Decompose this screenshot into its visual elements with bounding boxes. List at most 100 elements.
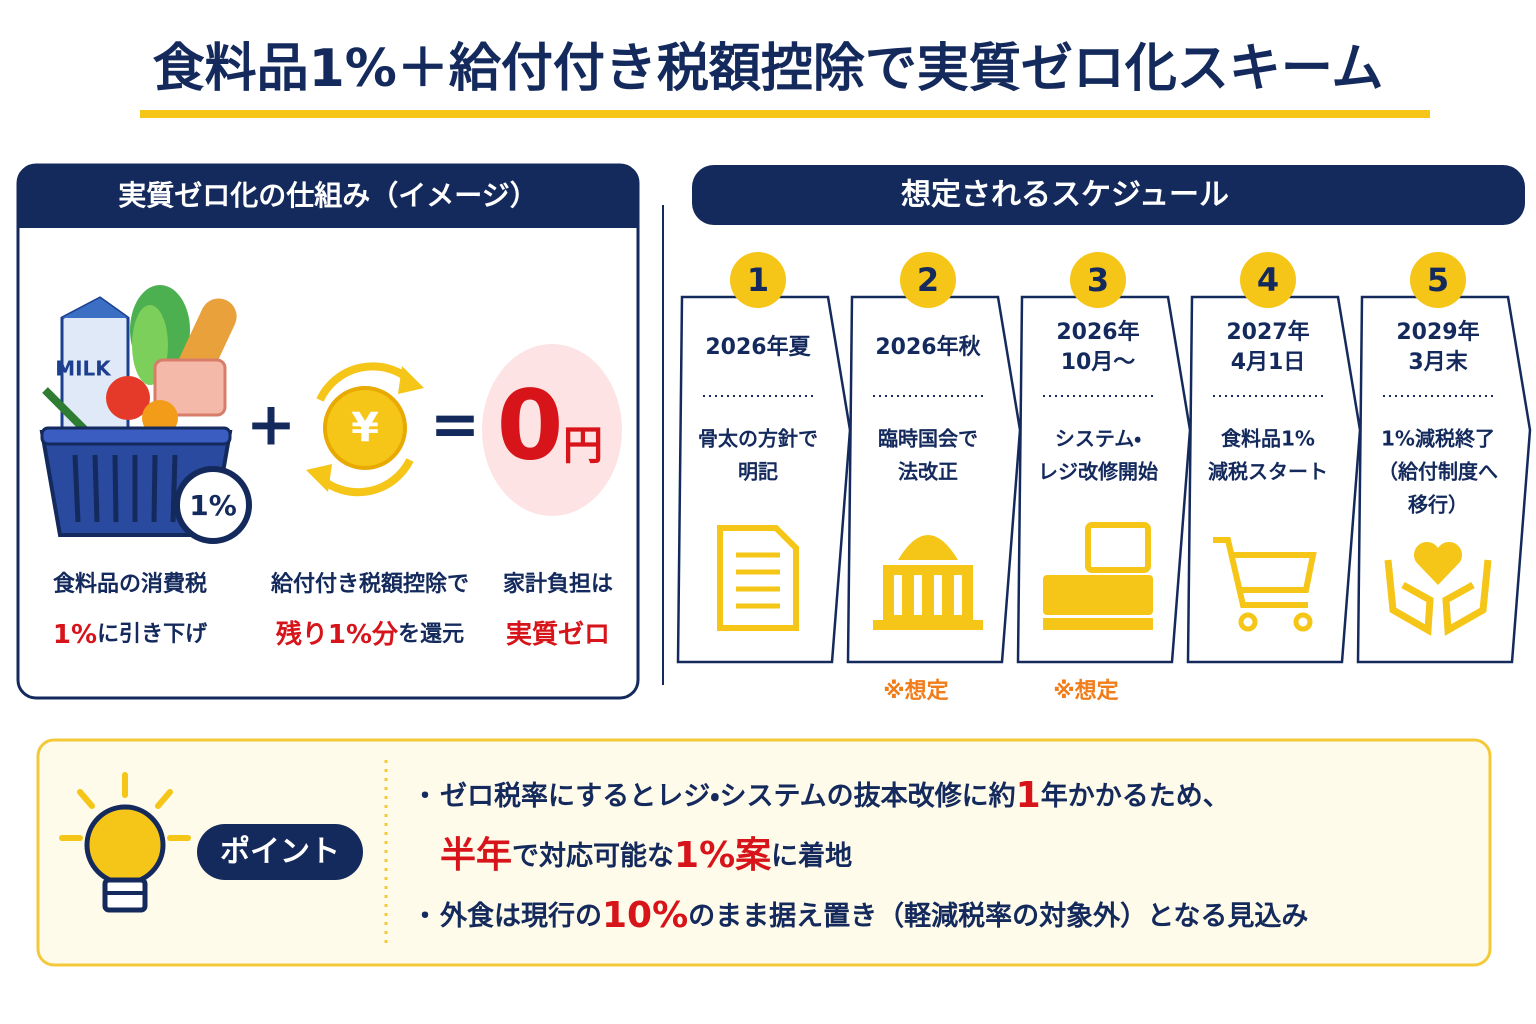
bullet: ・ xyxy=(412,902,438,932)
step-action: 食料品1% xyxy=(1221,427,1315,451)
rich-line: 食料品の消費税 xyxy=(53,571,207,597)
step-icon xyxy=(1043,522,1153,630)
rich-line: 給付付き税額控除で xyxy=(270,571,469,597)
register-body xyxy=(1043,575,1153,615)
text-part: のまま据え置き（軽減税率の対象外）となる見込み xyxy=(688,900,1308,932)
schedule-heading: 想定されるスケジュール xyxy=(901,178,1229,213)
step-action: レジ改修開始 xyxy=(1038,460,1158,484)
step-icon xyxy=(717,525,799,631)
emphasis-text: 1% xyxy=(53,620,97,650)
text-part: に引き下げ xyxy=(97,622,208,647)
step-number-circle xyxy=(1240,252,1296,308)
step-number-circle xyxy=(900,252,956,308)
text-part: で対応可能な xyxy=(512,841,674,872)
point-box xyxy=(36,738,1492,967)
point-pill xyxy=(197,824,363,880)
step-number: 2 xyxy=(917,261,939,299)
emphasis-text: 1%案 xyxy=(674,835,772,876)
result-number: 0 xyxy=(497,369,564,481)
cart-wheel xyxy=(1293,612,1313,632)
text-part: 年かかるため、 xyxy=(1041,780,1230,812)
doc-icon xyxy=(717,525,799,631)
schedule-header xyxy=(692,165,1525,225)
rich-line: 外食は現行の10%のまま据え置き（軽減税率の対象外）となる見込み xyxy=(439,895,1308,936)
step-date: 2027年 xyxy=(1226,319,1309,345)
step-number-circle xyxy=(1410,252,1466,308)
plus-sign: + xyxy=(246,390,296,460)
emphasis-text: 1 xyxy=(1016,775,1041,816)
text-part: 食料品の消費税 xyxy=(53,571,207,597)
step-chevron xyxy=(1186,295,1362,664)
step-date: 2029年 xyxy=(1396,319,1479,345)
step-date: 2026年 xyxy=(1056,319,1139,345)
cart-icon xyxy=(1213,537,1317,608)
building-step xyxy=(873,620,983,630)
mechanism-heading: 実質ゼロ化の仕組み（イメージ） xyxy=(118,179,537,212)
rich-line: 実質ゼロ xyxy=(506,620,610,650)
light-bulb xyxy=(59,772,191,913)
main-title: 食料品1%＋給付付き税額控除で実質ゼロ化スキーム xyxy=(153,39,1384,99)
text-part: に着地 xyxy=(771,840,852,872)
text-part: 給付付き税額控除で xyxy=(270,571,469,597)
step-note: ※想定 xyxy=(883,679,948,704)
text-part: ゼロ税率にするとレジ・システムの抜本改修に約 xyxy=(440,780,1016,812)
step-date: 4月1日 xyxy=(1231,350,1306,375)
hand-right xyxy=(1442,559,1492,636)
step-action: 臨時国会で xyxy=(878,427,978,451)
register-drawer xyxy=(1043,618,1153,630)
step-action: 法改正 xyxy=(898,460,958,484)
hand-left xyxy=(1384,559,1434,636)
title-underline xyxy=(140,110,1430,118)
emphasis-text: 実質ゼロ xyxy=(506,620,610,650)
step-action: システム・ xyxy=(1055,427,1141,451)
rich-line: 家計負担は xyxy=(503,571,613,597)
rich-line: 1%に引き下げ xyxy=(53,620,208,650)
basket-rate: 1% xyxy=(189,489,237,522)
grocery-basket: MILK xyxy=(39,285,252,544)
point-label: ポイント xyxy=(220,835,340,870)
step-number: 5 xyxy=(1427,261,1449,299)
milk-label: MILK xyxy=(55,357,112,381)
step-number-circle xyxy=(1070,252,1126,308)
emphasis-text: 半年 xyxy=(440,835,512,876)
step-icon xyxy=(873,535,983,630)
step-note: ※想定 xyxy=(1053,679,1118,704)
heart-icon xyxy=(1413,541,1463,585)
refund-coin xyxy=(306,362,424,497)
step-action: 骨太の方針で xyxy=(698,427,818,451)
building-icon xyxy=(898,535,958,560)
text-part: 外食は現行の xyxy=(439,900,602,932)
step-action: 減税スタート xyxy=(1208,460,1328,484)
step-date: 2026年秋 xyxy=(875,334,981,360)
step-action: 1%減税終了 xyxy=(1381,427,1495,451)
bullet: ・ xyxy=(412,782,438,812)
step-date: 2026年夏 xyxy=(705,334,811,360)
result-unit: 円 xyxy=(563,423,603,469)
step-date: 10月～ xyxy=(1061,350,1136,375)
step-action: 移行） xyxy=(1408,493,1468,517)
rich-line: ゼロ税率にするとレジ・システムの抜本改修に約1年かかるため、 xyxy=(440,775,1230,816)
step-date: 3月末 xyxy=(1408,350,1468,375)
rich-line: 半年で対応可能な1%案に着地 xyxy=(440,835,852,876)
mechanism-header xyxy=(18,165,638,228)
step-icon xyxy=(1213,537,1317,632)
building-col xyxy=(914,575,922,615)
rich-line: 残り1%分を還元 xyxy=(275,619,464,650)
text-part: を還元 xyxy=(398,622,464,647)
step-icon xyxy=(1384,541,1492,636)
cart-wheel xyxy=(1238,612,1258,632)
step-number: 4 xyxy=(1257,261,1279,299)
equals-sign: = xyxy=(430,390,480,460)
step-action: （給付制度へ xyxy=(1378,460,1498,484)
yen-symbol: ¥ xyxy=(351,405,379,451)
step-action: 明記 xyxy=(738,460,778,484)
emphasis-text: 残り1%分 xyxy=(275,619,399,650)
zero-circle xyxy=(482,344,622,516)
step-number: 3 xyxy=(1087,261,1109,299)
text-part: 家計負担は xyxy=(503,571,613,597)
building-col xyxy=(934,575,942,615)
building-col xyxy=(954,575,962,615)
register-screen xyxy=(1085,522,1151,573)
